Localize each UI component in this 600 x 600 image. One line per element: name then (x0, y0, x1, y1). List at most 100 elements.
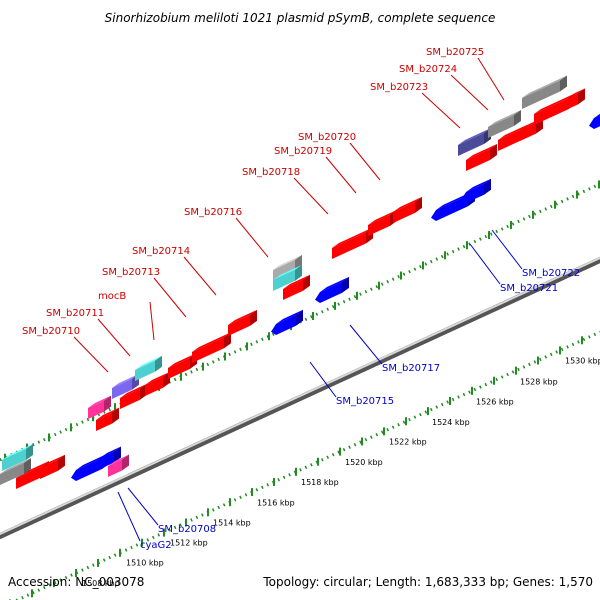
gene-feature-front (271, 314, 296, 335)
gene-feature-front (273, 259, 295, 281)
gene-feature-front (16, 466, 47, 489)
gene-label-forward[interactable]: SM_b20718 (242, 167, 300, 178)
gene-feature-top (112, 373, 139, 388)
leader-line (153, 277, 187, 318)
leader-line (117, 491, 141, 542)
gene-feature[interactable] (40, 454, 65, 479)
gene-feature-front (315, 281, 342, 303)
gene-label-forward[interactable]: mocB (98, 291, 126, 302)
gene-feature-side (155, 355, 162, 372)
gene-feature-front (589, 115, 600, 129)
gene-label-forward[interactable]: SM_b20720 (298, 132, 356, 143)
gene-feature-side (484, 178, 491, 195)
leader-line (349, 324, 383, 365)
gene-feature[interactable] (96, 407, 119, 431)
gene-feature-front (393, 201, 420, 223)
tick-label: 1516 kbp (257, 498, 295, 507)
gene-feature-front (498, 129, 525, 151)
gene-feature[interactable] (273, 264, 302, 291)
gene-feature[interactable] (458, 128, 491, 156)
gene-feature-front (88, 400, 104, 419)
leader-line (491, 229, 523, 270)
gene-label-reverse[interactable]: SM_b20708 (158, 524, 216, 535)
gene-feature[interactable] (315, 276, 349, 303)
gene-feature-top (568, 88, 585, 98)
gene-feature-top (2, 443, 33, 460)
gene-feature-front (95, 451, 114, 469)
leader-line (73, 336, 109, 373)
gene-feature-top (393, 196, 422, 212)
gene-label-reverse[interactable]: SM_b20717 (382, 363, 440, 374)
gene-feature-top (0, 457, 31, 474)
gene-label-reverse[interactable]: SM_b20715 (336, 396, 394, 407)
gene-feature[interactable] (192, 332, 231, 363)
gene-feature[interactable] (466, 143, 497, 171)
gene-label-reverse[interactable]: cyaG2 (140, 540, 172, 551)
gene-feature[interactable] (2, 443, 33, 471)
gene-feature-top (488, 110, 521, 127)
gene-label-forward[interactable]: SM_b20725 (426, 47, 484, 58)
gene-feature[interactable] (522, 75, 567, 109)
gene-feature[interactable] (228, 309, 257, 336)
leader-line (309, 361, 337, 398)
gene-feature-front (332, 232, 371, 259)
gene-feature-side (250, 309, 257, 326)
tick-label: 1514 kbp (213, 519, 251, 528)
gene-feature[interactable] (145, 371, 170, 396)
leader-line (97, 318, 131, 357)
gene-feature-top (168, 352, 197, 368)
gene-feature-side (560, 75, 567, 92)
leader-line (421, 92, 461, 129)
gene-label-forward[interactable]: SM_b20710 (22, 326, 80, 337)
gene-feature-front (228, 314, 255, 336)
gene-feature[interactable] (568, 88, 585, 109)
gene-feature-top (283, 274, 310, 289)
tick-label: 1508 kbp (82, 579, 120, 588)
gene-feature-side (122, 454, 129, 471)
leader-line (349, 142, 381, 181)
gene-label-reverse[interactable]: SM_b20721 (500, 283, 558, 294)
gene-feature-top (273, 254, 302, 270)
gene-feature-side (26, 443, 33, 460)
gene-feature[interactable] (332, 227, 373, 259)
gene-label-forward[interactable]: SM_b20714 (132, 246, 190, 257)
leader-line (469, 243, 501, 285)
gene-feature-front (520, 122, 541, 141)
gene-feature[interactable] (108, 454, 129, 477)
gene-feature-side (514, 110, 521, 127)
gene-feature-top (320, 276, 349, 292)
summary-text: Topology: circular; Length: 1,683,333 bp… (262, 575, 593, 589)
gene-feature[interactable] (112, 373, 139, 399)
tick-label: 1530 kbp (565, 357, 600, 366)
gene-label-forward[interactable]: SM_b20724 (399, 64, 457, 75)
gene-feature[interactable] (95, 446, 121, 469)
gene-feature[interactable] (135, 355, 162, 381)
gene-label-forward[interactable]: SM_b20711 (46, 308, 104, 319)
gene-feature[interactable] (393, 196, 422, 223)
gene-label-forward[interactable]: SM_b20719 (274, 146, 332, 157)
gene-feature-top (96, 407, 119, 420)
gene-feature[interactable] (271, 309, 303, 335)
gene-feature[interactable] (488, 110, 521, 138)
gene-feature-front (466, 148, 495, 171)
dotted-guide-line (13, 330, 600, 600)
gene-feature[interactable] (461, 178, 491, 203)
leader-line (235, 217, 269, 258)
gene-feature[interactable] (589, 108, 600, 129)
gene-label-forward[interactable]: SM_b20723 (370, 82, 428, 93)
gene-label-forward[interactable]: SM_b20716 (184, 207, 242, 218)
gene-feature-top (368, 209, 397, 225)
gene-label-forward[interactable]: SM_b20713 (102, 267, 160, 278)
gene-feature[interactable] (368, 209, 397, 236)
gene-feature-top (40, 454, 65, 468)
gene-feature[interactable] (88, 395, 111, 419)
gene-label-reverse[interactable]: SM_b20722 (522, 268, 580, 279)
gene-feature-side (112, 407, 119, 424)
backbone-line (0, 256, 600, 540)
leader-line (293, 177, 329, 215)
gene-feature[interactable] (0, 457, 31, 485)
gene-feature-front (522, 80, 560, 109)
gene-feature[interactable] (283, 274, 310, 300)
gene-feature-side (104, 395, 111, 412)
